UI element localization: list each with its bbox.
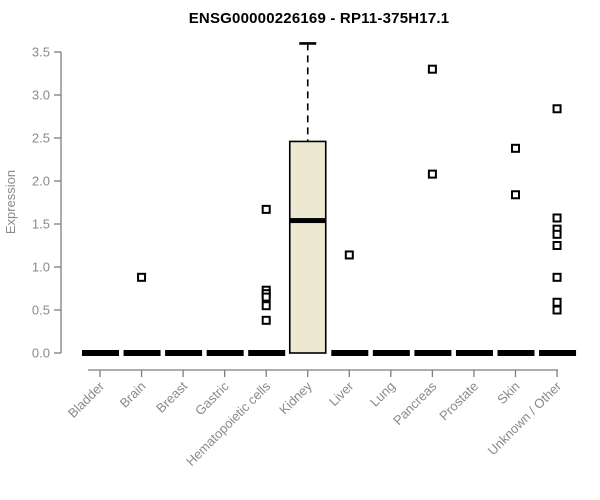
x-category-label: Breast — [153, 378, 190, 415]
x-category-label: Kidney — [276, 378, 315, 417]
outlier-point — [261, 292, 271, 302]
outlier-point — [261, 301, 271, 311]
y-tick-label: 2.5 — [32, 131, 50, 146]
collapsed-box — [455, 350, 493, 356]
outlier-point — [427, 64, 437, 74]
y-tick-label: 0.5 — [32, 303, 50, 318]
outlier-point — [552, 305, 562, 315]
outlier-point — [511, 143, 520, 153]
x-category-label: Skin — [494, 379, 522, 407]
collapsed-box — [331, 350, 369, 356]
y-tick-label: 0.0 — [32, 346, 50, 361]
collapsed-box — [414, 350, 452, 356]
x-category-label: Prostate — [436, 379, 481, 424]
x-category-label: Liver — [326, 378, 357, 409]
y-axis-title: Expression — [3, 170, 18, 234]
y-tick-label: 2.0 — [32, 174, 50, 189]
x-category-label: Unknown / Other — [485, 378, 565, 458]
x-category-label: Gastric — [192, 378, 232, 418]
outlier-point — [137, 272, 147, 282]
outlier-point — [552, 241, 562, 250]
collapsed-box — [372, 350, 410, 356]
collapsed-box — [248, 350, 286, 356]
y-tick-label: 1.0 — [32, 260, 50, 275]
y-tick-label: 3.5 — [32, 45, 50, 60]
collapsed-box — [82, 350, 119, 356]
outlier-point — [552, 229, 562, 239]
x-category-label: Brain — [117, 379, 149, 411]
collapsed-box — [165, 350, 203, 356]
outlier-point — [511, 190, 520, 200]
x-category-label: Lung — [367, 379, 398, 410]
outlier-point — [552, 297, 562, 307]
outlier-point — [427, 169, 437, 179]
outlier-point — [261, 315, 271, 325]
x-category-label: Bladder — [65, 378, 108, 421]
collapsed-box — [206, 350, 244, 356]
collapsed-box — [123, 350, 161, 356]
outlier-point — [261, 204, 271, 214]
outlier-point — [344, 250, 354, 260]
x-category-label: Pancreas — [390, 378, 440, 428]
collapsed-box — [539, 350, 577, 356]
box — [288, 140, 327, 354]
y-tick-label: 3.0 — [32, 88, 50, 103]
outlier-point — [552, 104, 562, 114]
outlier-point — [552, 213, 562, 223]
outlier-point — [552, 272, 562, 282]
median-line — [289, 218, 326, 224]
collapsed-box — [497, 350, 535, 356]
chart-title: ENSG00000226169 - RP11-375H17.1 — [188, 10, 450, 27]
y-tick-label: 1.5 — [32, 217, 50, 232]
